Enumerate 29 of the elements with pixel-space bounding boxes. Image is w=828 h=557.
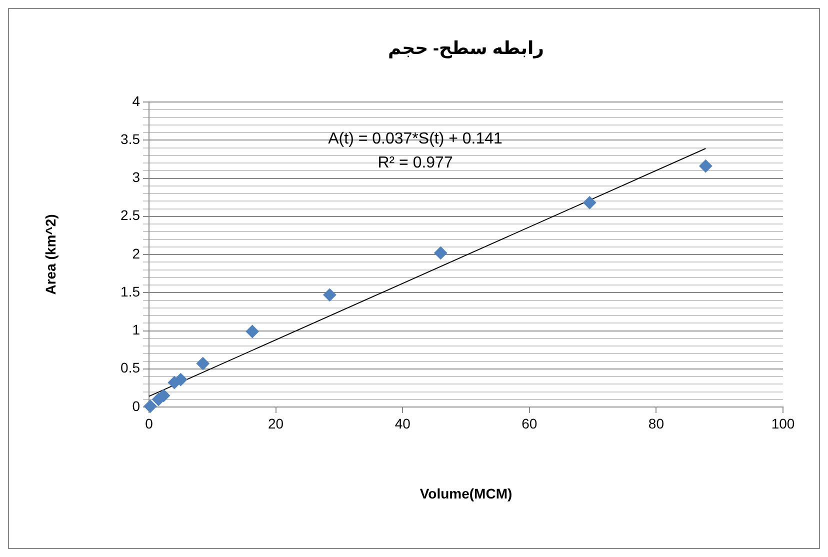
annotation: A(t) = 0.037*S(t) + 0.141 (328, 130, 503, 148)
y-tick-label: 3.5 (120, 130, 140, 147)
x-tick-label: 40 (394, 415, 411, 432)
point (434, 246, 448, 260)
x-axis-title: Volume(MCM) (420, 485, 512, 502)
y-tick-label: 2.5 (120, 207, 140, 224)
x-tick-label: 60 (522, 415, 538, 432)
y-axis-title: Area (km^2) (42, 214, 58, 295)
point (246, 325, 259, 338)
y-tick-label: 0.5 (120, 360, 140, 376)
annotation: R² = 0.977 (378, 154, 453, 172)
x-tick-label: 0 (145, 415, 154, 432)
x-tick-label: 80 (648, 415, 664, 432)
y-tick-label: 1 (132, 322, 140, 338)
y-tick-label: 0 (132, 398, 140, 414)
point (699, 160, 712, 173)
x-tick-label: 100 (771, 415, 795, 432)
point (157, 389, 170, 402)
chart-title: رابطه سطح- حجم (388, 38, 544, 59)
y-tick-label: 3 (132, 169, 140, 186)
y-tick-label: 4 (132, 92, 140, 109)
point (144, 400, 157, 413)
point (583, 196, 596, 210)
point (196, 357, 210, 370)
point (174, 373, 188, 386)
y-tick-label: 2 (132, 245, 140, 262)
point (323, 288, 336, 302)
y-tick-label: 1.5 (120, 283, 140, 300)
x-tick-label: 20 (268, 415, 284, 432)
